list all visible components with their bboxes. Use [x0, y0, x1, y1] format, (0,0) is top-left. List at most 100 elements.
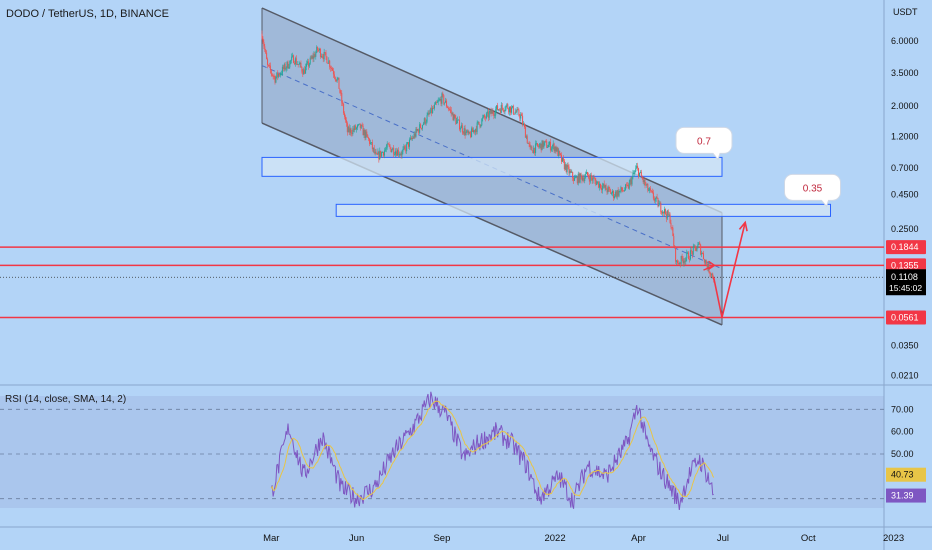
- candle-body: [623, 190, 625, 192]
- candle: [642, 176, 644, 184]
- candle: [370, 139, 372, 145]
- candle-body: [348, 126, 350, 133]
- candle-body: [355, 125, 357, 130]
- candle: [596, 180, 598, 186]
- candle-body: [497, 109, 499, 111]
- candle-body: [385, 147, 387, 150]
- candle: [584, 174, 586, 184]
- candle: [339, 88, 341, 94]
- candle: [379, 147, 381, 161]
- candle: [460, 122, 462, 129]
- candle-body: [322, 56, 324, 60]
- candle: [472, 127, 474, 134]
- candle-body: [682, 259, 684, 264]
- candle-body: [287, 61, 289, 69]
- candle: [674, 245, 676, 248]
- candle: [353, 125, 355, 132]
- candle: [365, 129, 367, 141]
- candle: [355, 124, 357, 131]
- candle: [373, 144, 375, 155]
- candle-body: [266, 52, 268, 60]
- candle-body: [593, 177, 595, 179]
- time-tick-0: Mar: [263, 533, 279, 544]
- candle-body: [683, 260, 685, 264]
- candle: [526, 134, 528, 144]
- candle: [332, 67, 334, 78]
- candle: [612, 190, 614, 201]
- candle: [407, 141, 409, 145]
- candle-body: [699, 242, 701, 245]
- candle-body: [393, 147, 395, 155]
- candles-group: [261, 30, 715, 283]
- candle-body: [342, 102, 344, 105]
- candle: [641, 175, 643, 180]
- candle: [651, 190, 653, 193]
- candle: [612, 189, 614, 197]
- candle-body: [274, 76, 276, 83]
- candle-body: [470, 133, 472, 138]
- candle: [615, 190, 617, 199]
- candle-body: [477, 121, 479, 123]
- candle: [532, 150, 534, 154]
- candle: [594, 176, 596, 185]
- candle: [306, 60, 308, 71]
- candle: [289, 60, 291, 69]
- candle: [637, 162, 639, 171]
- candle-body: [468, 131, 470, 134]
- candle: [653, 196, 655, 203]
- candle-body: [384, 149, 386, 151]
- candle-body: [651, 190, 653, 192]
- candle: [435, 100, 437, 106]
- candle: [649, 187, 651, 194]
- candle: [357, 123, 359, 127]
- candle-body: [664, 209, 665, 214]
- candle-body: [464, 128, 466, 136]
- candle: [676, 260, 678, 265]
- candle: [683, 257, 685, 267]
- candle: [535, 140, 537, 157]
- candle-body: [617, 190, 619, 196]
- candle: [315, 50, 317, 60]
- candle-body: [504, 109, 506, 112]
- candle: [555, 145, 557, 154]
- candle-body: [663, 211, 665, 214]
- candle: [452, 111, 454, 121]
- level-tag-0-text: 0.1844: [891, 242, 919, 252]
- candle-body: [707, 263, 709, 269]
- candle-body: [511, 105, 513, 108]
- candle: [670, 219, 672, 230]
- candle-body: [545, 141, 547, 143]
- candle-body: [394, 154, 396, 156]
- candle-body: [338, 77, 340, 89]
- candle-body: [262, 38, 264, 42]
- candle-body: [679, 263, 681, 264]
- candle-body: [466, 130, 468, 132]
- price-tick-5: 0.4500: [891, 189, 919, 199]
- candle: [335, 79, 337, 83]
- candle-body: [267, 64, 269, 66]
- candle: [632, 169, 634, 180]
- candle-body: [505, 105, 507, 110]
- candle: [489, 109, 491, 115]
- candle-body: [446, 106, 448, 108]
- candle: [638, 172, 640, 178]
- candle-body: [615, 191, 617, 197]
- candle-body: [295, 58, 297, 65]
- candle-body: [294, 58, 296, 65]
- candle-body: [362, 125, 364, 136]
- candle-body: [491, 110, 493, 114]
- candle-body: [281, 66, 283, 74]
- candle: [265, 48, 267, 55]
- candle-body: [413, 133, 415, 139]
- candle: [344, 111, 346, 120]
- candle-body: [372, 147, 374, 150]
- candle-body: [639, 172, 641, 173]
- candle: [583, 174, 585, 183]
- candle-body: [518, 109, 520, 116]
- candle-body: [706, 263, 708, 269]
- candle: [690, 248, 692, 255]
- candle-body: [652, 192, 654, 199]
- candle-body: [356, 127, 358, 130]
